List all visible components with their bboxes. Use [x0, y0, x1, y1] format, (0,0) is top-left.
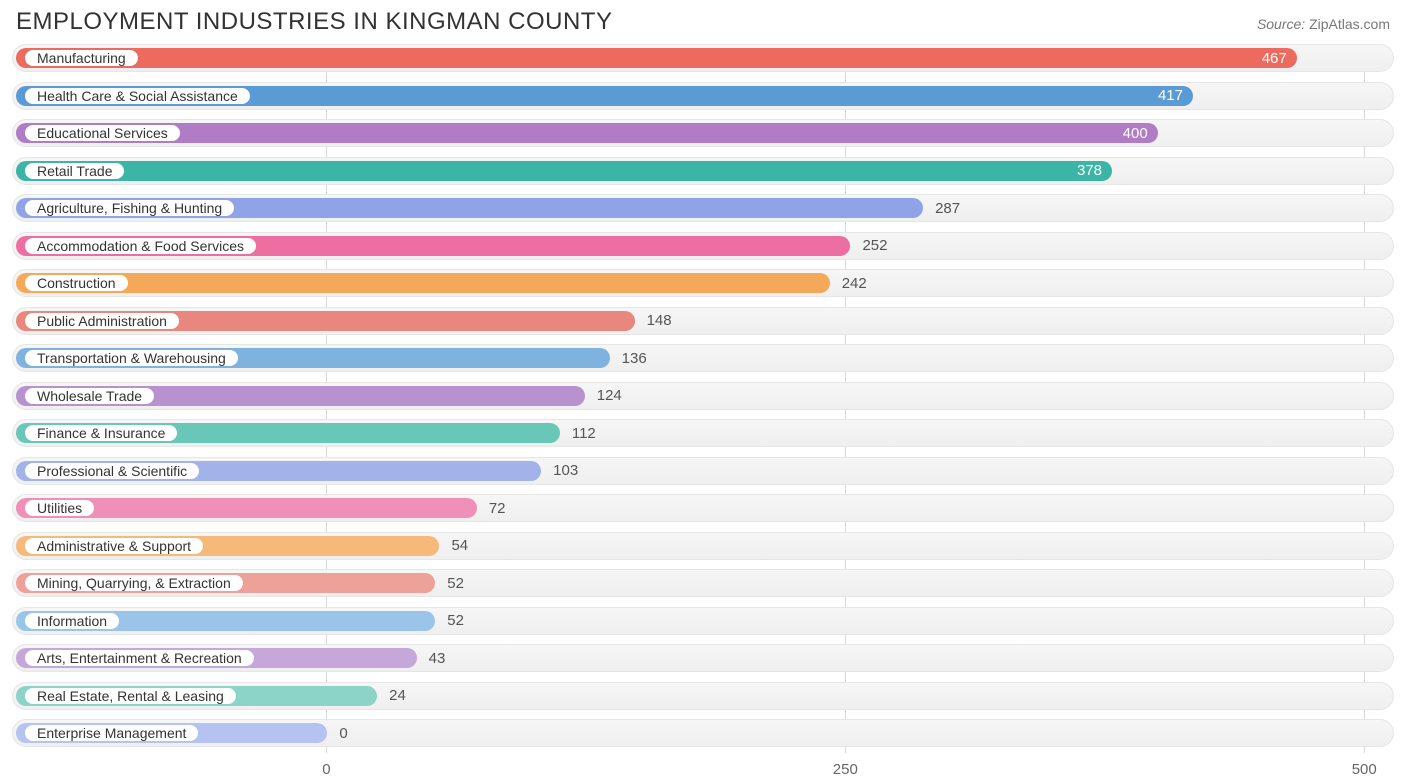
bar-category-label: Information — [23, 611, 121, 631]
bar-category-label: Real Estate, Rental & Leasing — [23, 686, 238, 706]
bar-fill — [16, 123, 1158, 143]
bar-value-label: 467 — [1258, 45, 1291, 71]
bar-category-label: Retail Trade — [23, 161, 126, 181]
bar-track: Agriculture, Fishing & Hunting 287 — [12, 194, 1394, 222]
x-axis-tick: 500 — [1352, 761, 1377, 778]
bar-value-label: 148 — [643, 308, 676, 334]
source-label: Source: — [1257, 16, 1305, 32]
bar-track: Professional & Scientific 103 — [12, 457, 1394, 485]
bar-category-label: Health Care & Social Assistance — [23, 86, 252, 106]
bar-category-label: Mining, Quarrying, & Extraction — [23, 573, 245, 593]
bar-track: Wholesale Trade 124 — [12, 382, 1394, 410]
bar-value-label: 24 — [385, 683, 410, 709]
bar-category-label: Administrative & Support — [23, 536, 205, 556]
bar-track: Manufacturing 467 — [12, 44, 1394, 72]
bar-track: Arts, Entertainment & Recreation 43 — [12, 644, 1394, 672]
bar-category-label: Agriculture, Fishing & Hunting — [23, 198, 236, 218]
bar-category-label: Construction — [23, 273, 130, 293]
bar-value-label: 43 — [425, 645, 450, 671]
chart-container: EMPLOYMENT INDUSTRIES IN KINGMAN COUNTY … — [0, 0, 1406, 777]
bar-track: Accommodation & Food Services 252 — [12, 232, 1394, 260]
chart-header: EMPLOYMENT INDUSTRIES IN KINGMAN COUNTY … — [12, 8, 1394, 36]
chart-title: EMPLOYMENT INDUSTRIES IN KINGMAN COUNTY — [16, 8, 612, 36]
bar-track: Real Estate, Rental & Leasing 24 — [12, 682, 1394, 710]
bar-value-label: 287 — [931, 195, 964, 221]
bar-category-label: Educational Services — [23, 123, 182, 143]
bar-track: Health Care & Social Assistance 417 — [12, 82, 1394, 110]
bar-track: Utilities 72 — [12, 494, 1394, 522]
bar-category-label: Manufacturing — [23, 48, 140, 68]
bar-fill — [16, 48, 1297, 68]
bar-category-label: Professional & Scientific — [23, 461, 201, 481]
bar-track: Administrative & Support 54 — [12, 532, 1394, 560]
source-value: ZipAtlas.com — [1309, 16, 1390, 32]
bar-value-label: 0 — [335, 720, 351, 746]
bar-track: Retail Trade 378 — [12, 157, 1394, 185]
bar-category-label: Transportation & Warehousing — [23, 348, 240, 368]
bar-track: Mining, Quarrying, & Extraction 52 — [12, 569, 1394, 597]
bar-track: Transportation & Warehousing 136 — [12, 344, 1394, 372]
bar-value-label: 136 — [618, 345, 651, 371]
bar-category-label: Arts, Entertainment & Recreation — [23, 648, 256, 668]
bar-tracks: Manufacturing 467 Health Care & Social Ass… — [12, 44, 1394, 747]
bar-value-label: 54 — [447, 533, 472, 559]
bar-track: Enterprise Management 0 — [12, 719, 1394, 747]
x-axis-tick: 250 — [833, 761, 858, 778]
bar-category-label: Utilities — [23, 498, 96, 518]
bar-value-label: 72 — [485, 495, 510, 521]
bar-value-label: 103 — [549, 458, 582, 484]
bar-category-label: Enterprise Management — [23, 723, 200, 743]
bar-track: Finance & Insurance 112 — [12, 419, 1394, 447]
bar-fill — [16, 161, 1112, 181]
bar-chart: Manufacturing 467 Health Care & Social Ass… — [12, 44, 1394, 781]
bar-category-label: Accommodation & Food Services — [23, 236, 258, 256]
bar-category-label: Wholesale Trade — [23, 386, 156, 406]
bar-category-label: Public Administration — [23, 311, 181, 331]
bar-value-label: 378 — [1073, 158, 1106, 184]
x-axis-tick: 0 — [322, 761, 330, 778]
chart-source: Source: ZipAtlas.com — [1257, 16, 1390, 32]
bar-value-label: 52 — [443, 608, 468, 634]
bar-track: Information 52 — [12, 607, 1394, 635]
bar-fill — [16, 273, 830, 293]
bar-category-label: Finance & Insurance — [23, 423, 179, 443]
bar-track: Educational Services 400 — [12, 119, 1394, 147]
bar-track: Public Administration 148 — [12, 307, 1394, 335]
bar-value-label: 242 — [838, 270, 871, 296]
bar-value-label: 124 — [593, 383, 626, 409]
bar-value-label: 52 — [443, 570, 468, 596]
bar-value-label: 112 — [568, 420, 600, 446]
bar-value-label: 417 — [1154, 83, 1187, 109]
bar-value-label: 400 — [1119, 120, 1152, 146]
bar-track: Construction 242 — [12, 269, 1394, 297]
bar-value-label: 252 — [858, 233, 891, 259]
